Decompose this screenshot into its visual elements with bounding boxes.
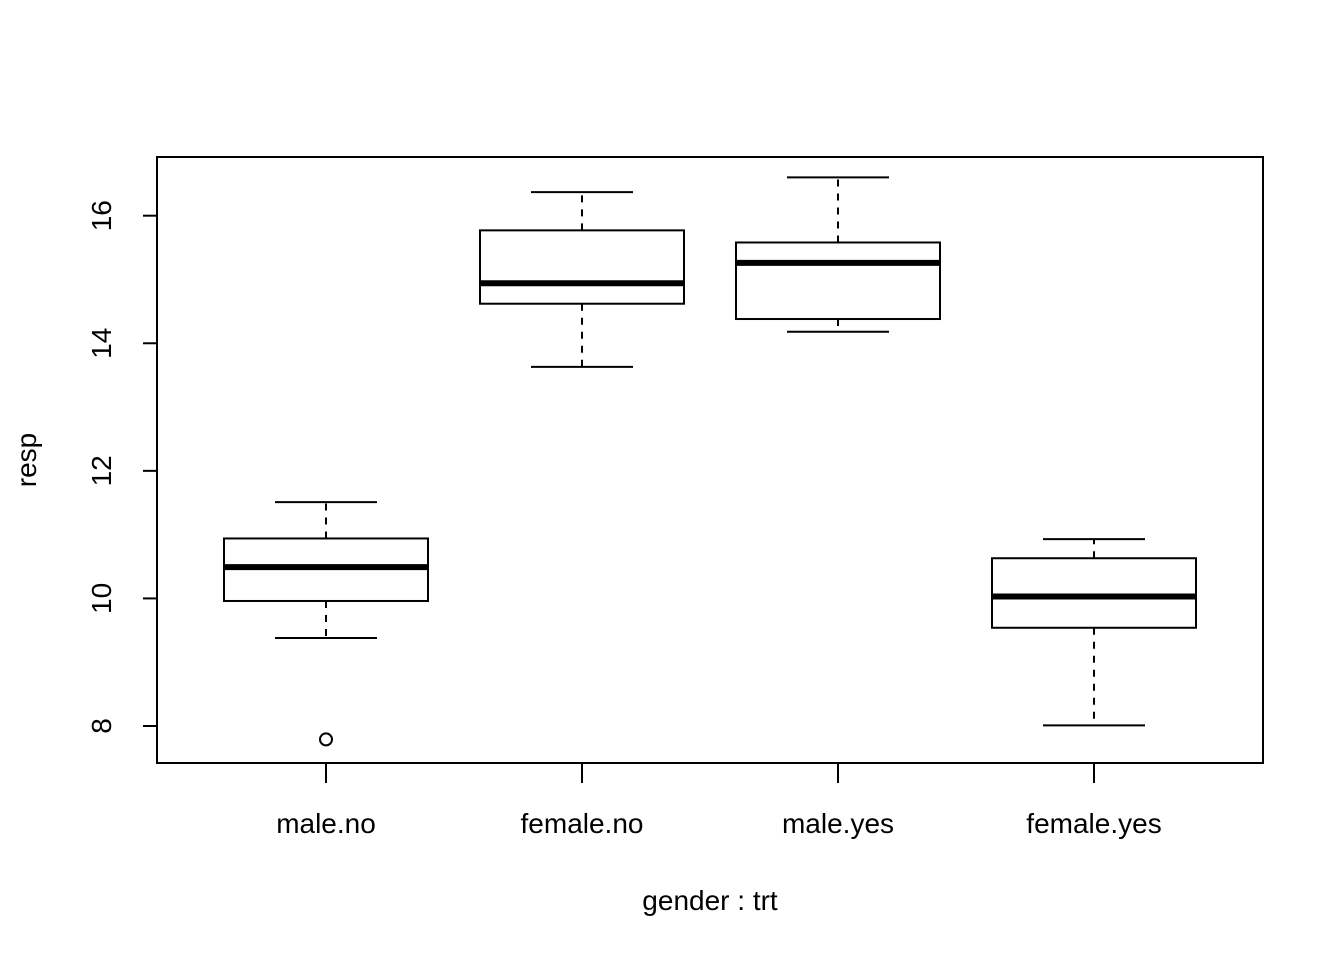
x-tick-label: female.no — [521, 808, 644, 839]
outlier-point — [319, 732, 333, 747]
box-female.no — [479, 191, 685, 368]
y-tick-label: 8 — [86, 718, 117, 734]
plot-frame — [156, 156, 1264, 764]
y-axis-title: resp — [11, 433, 42, 487]
box-male.yes — [735, 176, 941, 333]
box-female.yes — [991, 538, 1197, 727]
x-axis-title: gender : trt — [642, 885, 778, 916]
x-axis: male.no female.no male.yes female.yes — [276, 763, 1162, 839]
y-tick-label: 10 — [86, 583, 117, 614]
x-tick-label: male.yes — [782, 808, 894, 839]
y-tick-label: 16 — [86, 200, 117, 231]
x-tick-label: female.yes — [1026, 808, 1161, 839]
box-male.no — [223, 501, 429, 747]
y-axis: 8 10 12 14 16 — [86, 200, 157, 734]
x-tick-label: male.no — [276, 808, 376, 839]
box-iqr — [479, 229, 685, 305]
box-iqr — [991, 557, 1197, 629]
boxes-layer — [223, 176, 1197, 747]
y-tick-label: 12 — [86, 455, 117, 486]
y-tick-label: 14 — [86, 328, 117, 359]
box-iqr — [735, 241, 941, 321]
